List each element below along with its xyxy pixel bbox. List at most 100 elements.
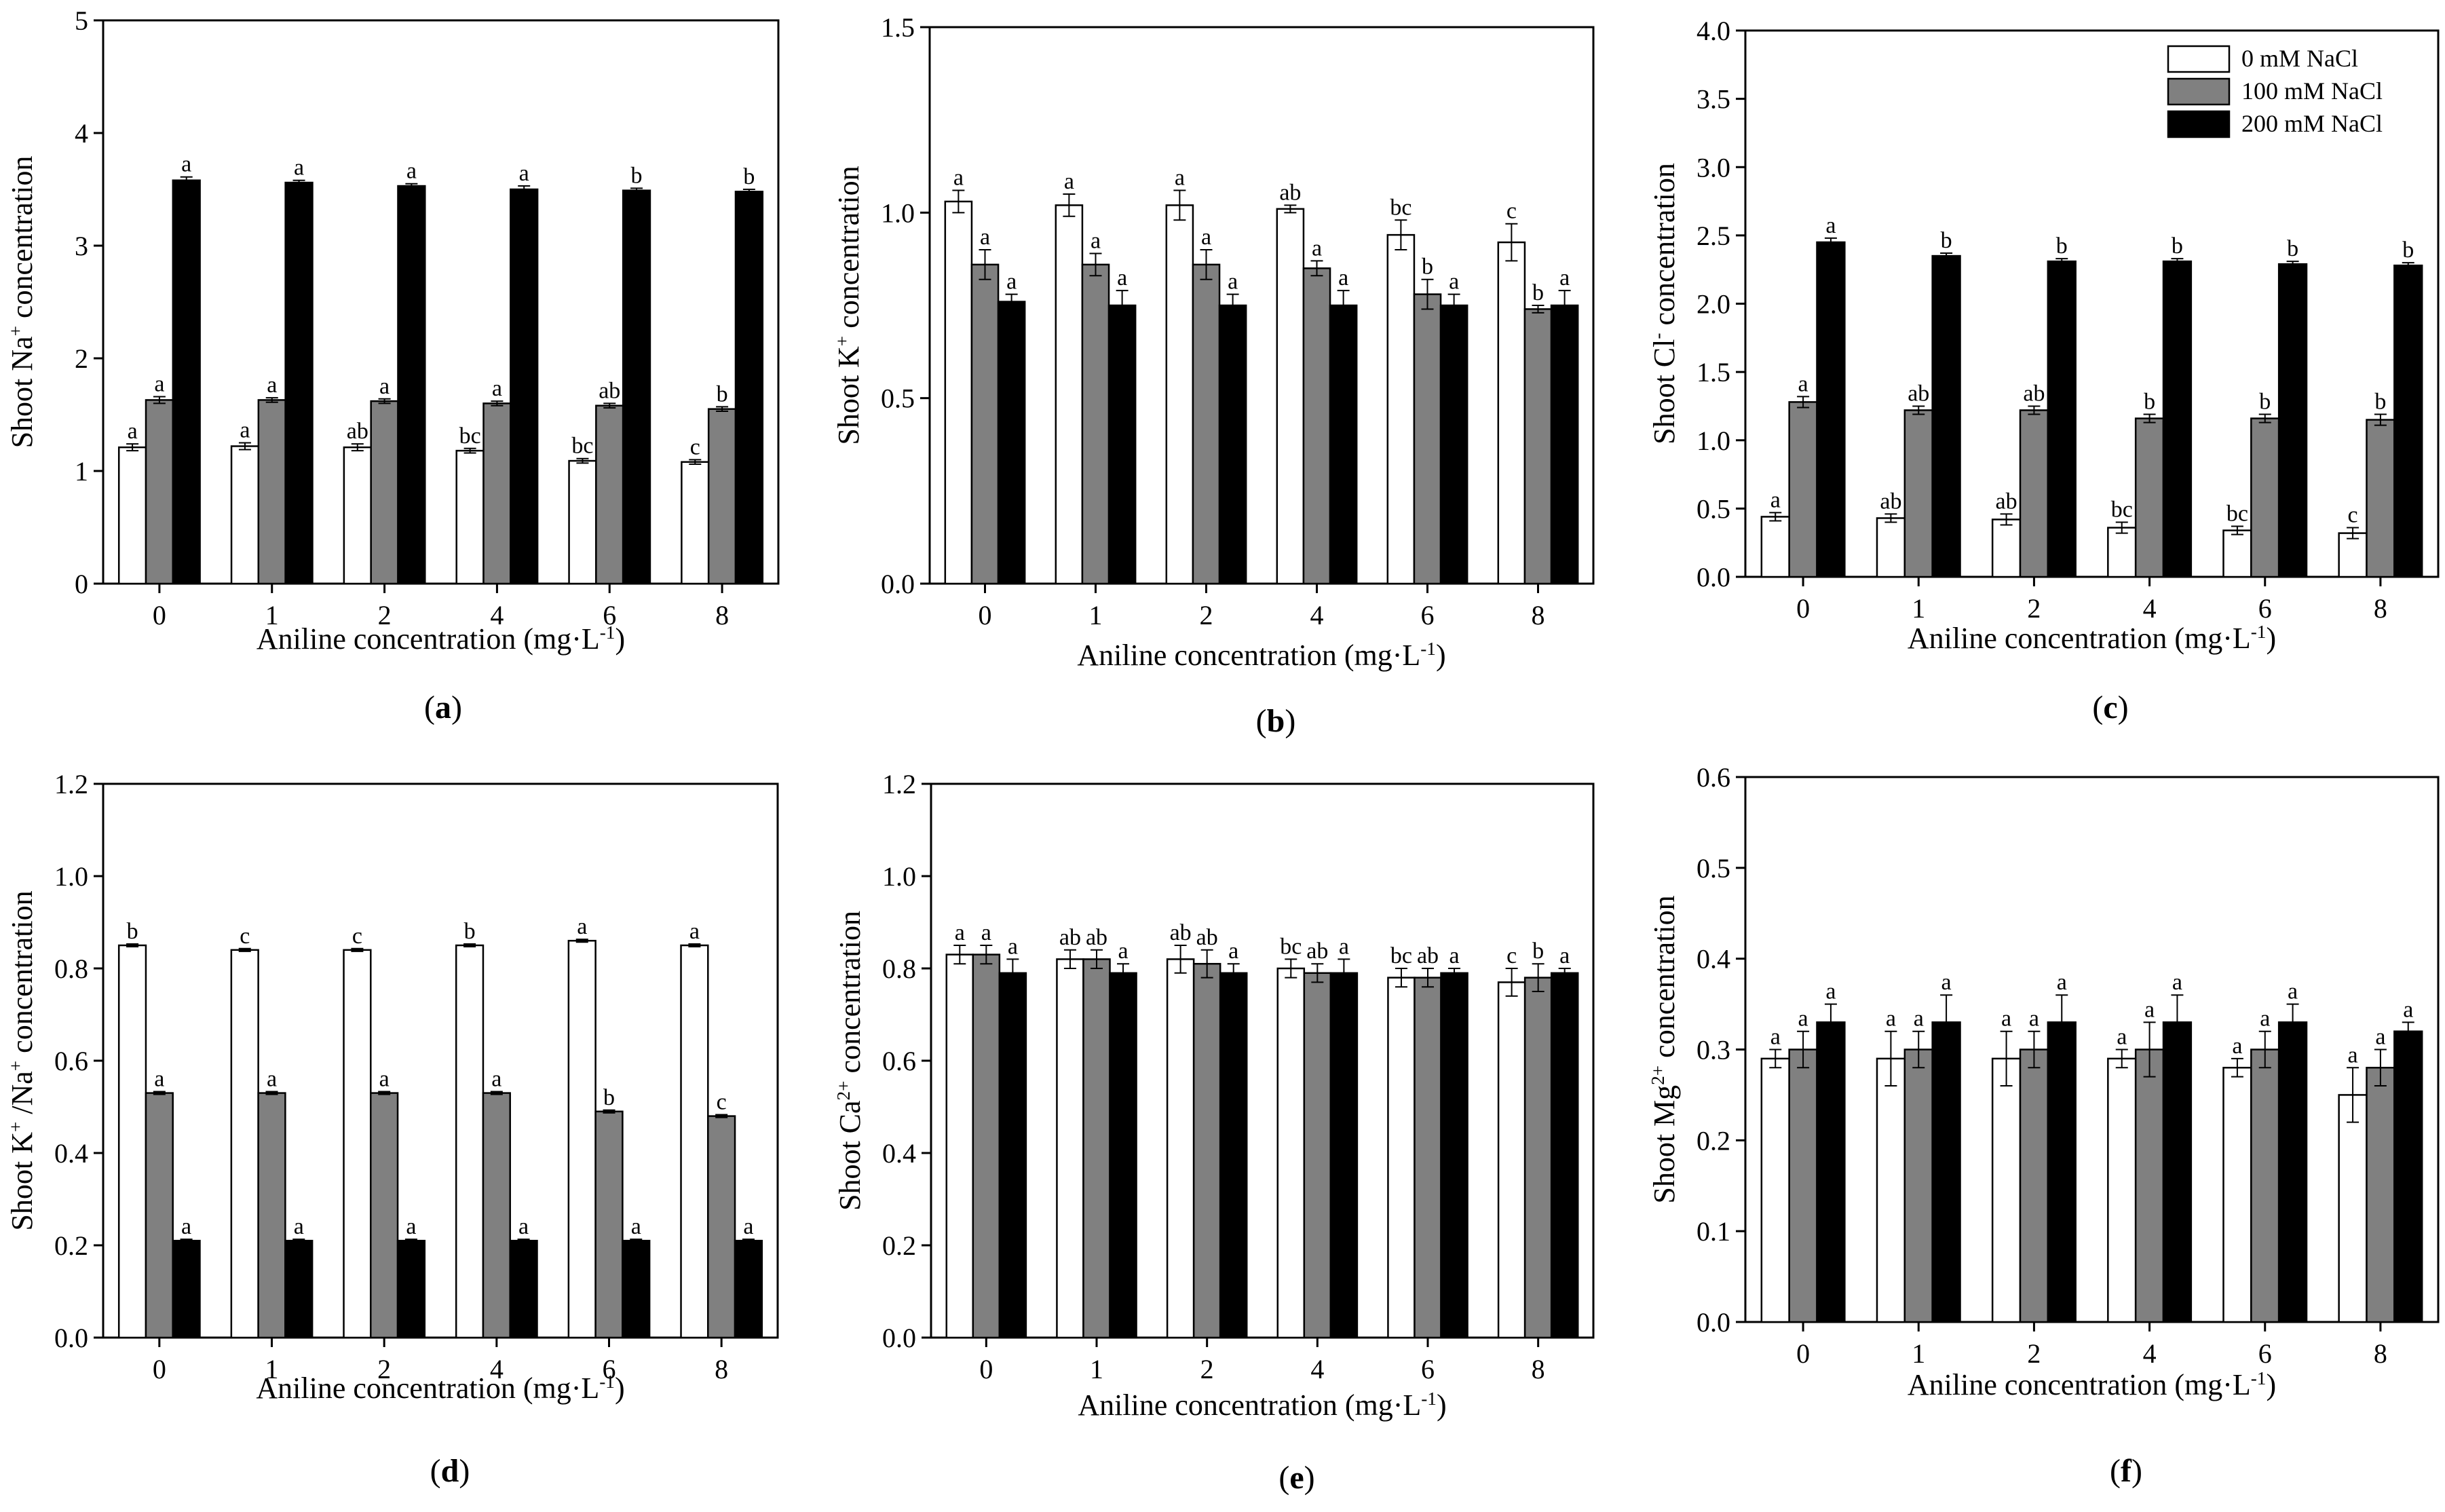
bar xyxy=(230,949,259,1339)
significance-letter: a xyxy=(743,1214,753,1239)
significance-letter: b xyxy=(631,163,643,188)
y-tick-label: 1 xyxy=(75,456,88,487)
bar xyxy=(2019,409,2049,578)
y-tick-label: 0.0 xyxy=(54,1323,88,1353)
panel-label-a: (a) xyxy=(424,689,462,725)
bar xyxy=(1303,972,1332,1339)
bar xyxy=(2047,260,2077,578)
bar xyxy=(1788,1048,1818,1323)
bar xyxy=(257,399,286,585)
significance-letter: a xyxy=(2057,970,2067,995)
significance-letter: c xyxy=(1506,943,1517,968)
significance-letter: a xyxy=(1449,943,1459,968)
significance-letter: c xyxy=(690,434,700,459)
plot-frame xyxy=(1744,776,2440,1323)
significance-letter: ab xyxy=(1279,180,1301,205)
bar xyxy=(622,1239,651,1339)
significance-letter: bc xyxy=(1280,934,1302,959)
significance-letter: b xyxy=(2374,390,2386,415)
bar xyxy=(1329,304,1358,585)
plot-frame xyxy=(928,26,1595,585)
y-tick-label: 0.2 xyxy=(54,1230,88,1261)
x-tick-label: 2 xyxy=(377,1354,391,1384)
legend-label: 100 mM NaCl xyxy=(2241,77,2383,105)
x-tick-label: 8 xyxy=(715,600,729,630)
significance-letter: a xyxy=(955,920,965,945)
legend-label: 0 mM NaCl xyxy=(2241,45,2358,72)
bar xyxy=(2277,263,2308,578)
x-axis-title: Aniline concentration (mg·L-1) xyxy=(1078,1388,1446,1422)
significance-letter: a xyxy=(181,152,191,177)
y-tick-label: 0.4 xyxy=(54,1138,88,1169)
chart-b-svg: 0.00.51.01.50aaa1aaa2aaa4abaa6bcba8cbaAn… xyxy=(832,12,1595,672)
significance-letter: a xyxy=(1201,225,1211,250)
bar xyxy=(2107,1057,2137,1323)
y-tick-label: 3 xyxy=(75,231,88,261)
significance-letter: ab xyxy=(1196,925,1218,950)
significance-letter: a xyxy=(2001,1006,2011,1032)
x-tick-label: 6 xyxy=(603,600,616,630)
y-tick-label: 0.6 xyxy=(1697,762,1730,793)
significance-letter: a xyxy=(1449,269,1459,295)
significance-letter: a xyxy=(1770,1025,1781,1050)
bar xyxy=(284,1239,314,1339)
significance-letter: b xyxy=(2402,238,2414,263)
x-tick-label: 4 xyxy=(1310,600,1324,630)
y-tick-label: 0.5 xyxy=(881,383,915,414)
bar xyxy=(1081,263,1110,585)
bar xyxy=(707,1115,736,1339)
x-tick-label: 6 xyxy=(1421,600,1435,630)
bar xyxy=(944,200,973,585)
x-tick-label: 4 xyxy=(2143,593,2157,624)
significance-letter: c xyxy=(717,1090,727,1115)
bar xyxy=(595,404,624,585)
significance-letter: a xyxy=(1228,939,1238,964)
bar xyxy=(1816,241,1846,578)
significance-letter: ab xyxy=(1996,489,2017,514)
x-tick-label: 0 xyxy=(1796,1338,1810,1369)
bar xyxy=(1055,204,1084,585)
significance-letter: a xyxy=(2117,1025,2127,1050)
y-tick-label: 3.5 xyxy=(1697,84,1730,115)
significance-letter: a xyxy=(240,418,250,443)
x-tick-label: 4 xyxy=(2143,1338,2157,1369)
bar xyxy=(1523,977,1553,1339)
x-tick-label: 2 xyxy=(2027,593,2041,624)
bar xyxy=(1497,981,1526,1339)
significance-letter: a xyxy=(267,373,277,398)
significance-letter: c xyxy=(240,924,250,949)
bar xyxy=(1903,409,1933,578)
bar xyxy=(343,446,372,585)
x-tick-label: 8 xyxy=(715,1354,728,1384)
bar xyxy=(1414,977,1442,1339)
y-tick-label: 1.5 xyxy=(881,12,915,43)
y-tick-label: 0.2 xyxy=(1697,1125,1730,1156)
bar xyxy=(172,1239,201,1339)
significance-letter: a xyxy=(406,159,417,184)
bar xyxy=(1413,293,1442,585)
significance-letter: a xyxy=(2232,1034,2242,1059)
bar xyxy=(509,1239,538,1339)
bar xyxy=(2047,1021,2077,1323)
x-tick-label: 2 xyxy=(1200,600,1213,630)
x-tick-label: 1 xyxy=(1912,593,1925,624)
bar xyxy=(2162,260,2193,578)
bar xyxy=(396,1239,426,1339)
panel-label-e: (e) xyxy=(1278,1460,1315,1496)
significance-letter: bc xyxy=(2226,502,2248,527)
x-tick-label: 6 xyxy=(2258,1338,2272,1369)
y-axis-title: Shoot Mg2+ concentration xyxy=(1648,895,1681,1203)
bar xyxy=(1876,1057,1906,1323)
significance-letter: a xyxy=(2403,997,2413,1022)
x-tick-label: 0 xyxy=(1796,593,1810,624)
y-tick-label: 0.5 xyxy=(1697,853,1730,884)
significance-letter: a xyxy=(2288,979,2298,1004)
y-axis-title: Shoot K+ /Na+ concentration xyxy=(5,890,39,1230)
bar xyxy=(257,1092,286,1339)
y-tick-label: 1.0 xyxy=(881,197,915,228)
bar xyxy=(734,191,764,585)
significance-letter: a xyxy=(1825,979,1836,1004)
y-axis-title: Shoot Cl- concentration xyxy=(1648,163,1681,445)
bar xyxy=(594,1110,624,1339)
bar xyxy=(2134,1048,2165,1323)
